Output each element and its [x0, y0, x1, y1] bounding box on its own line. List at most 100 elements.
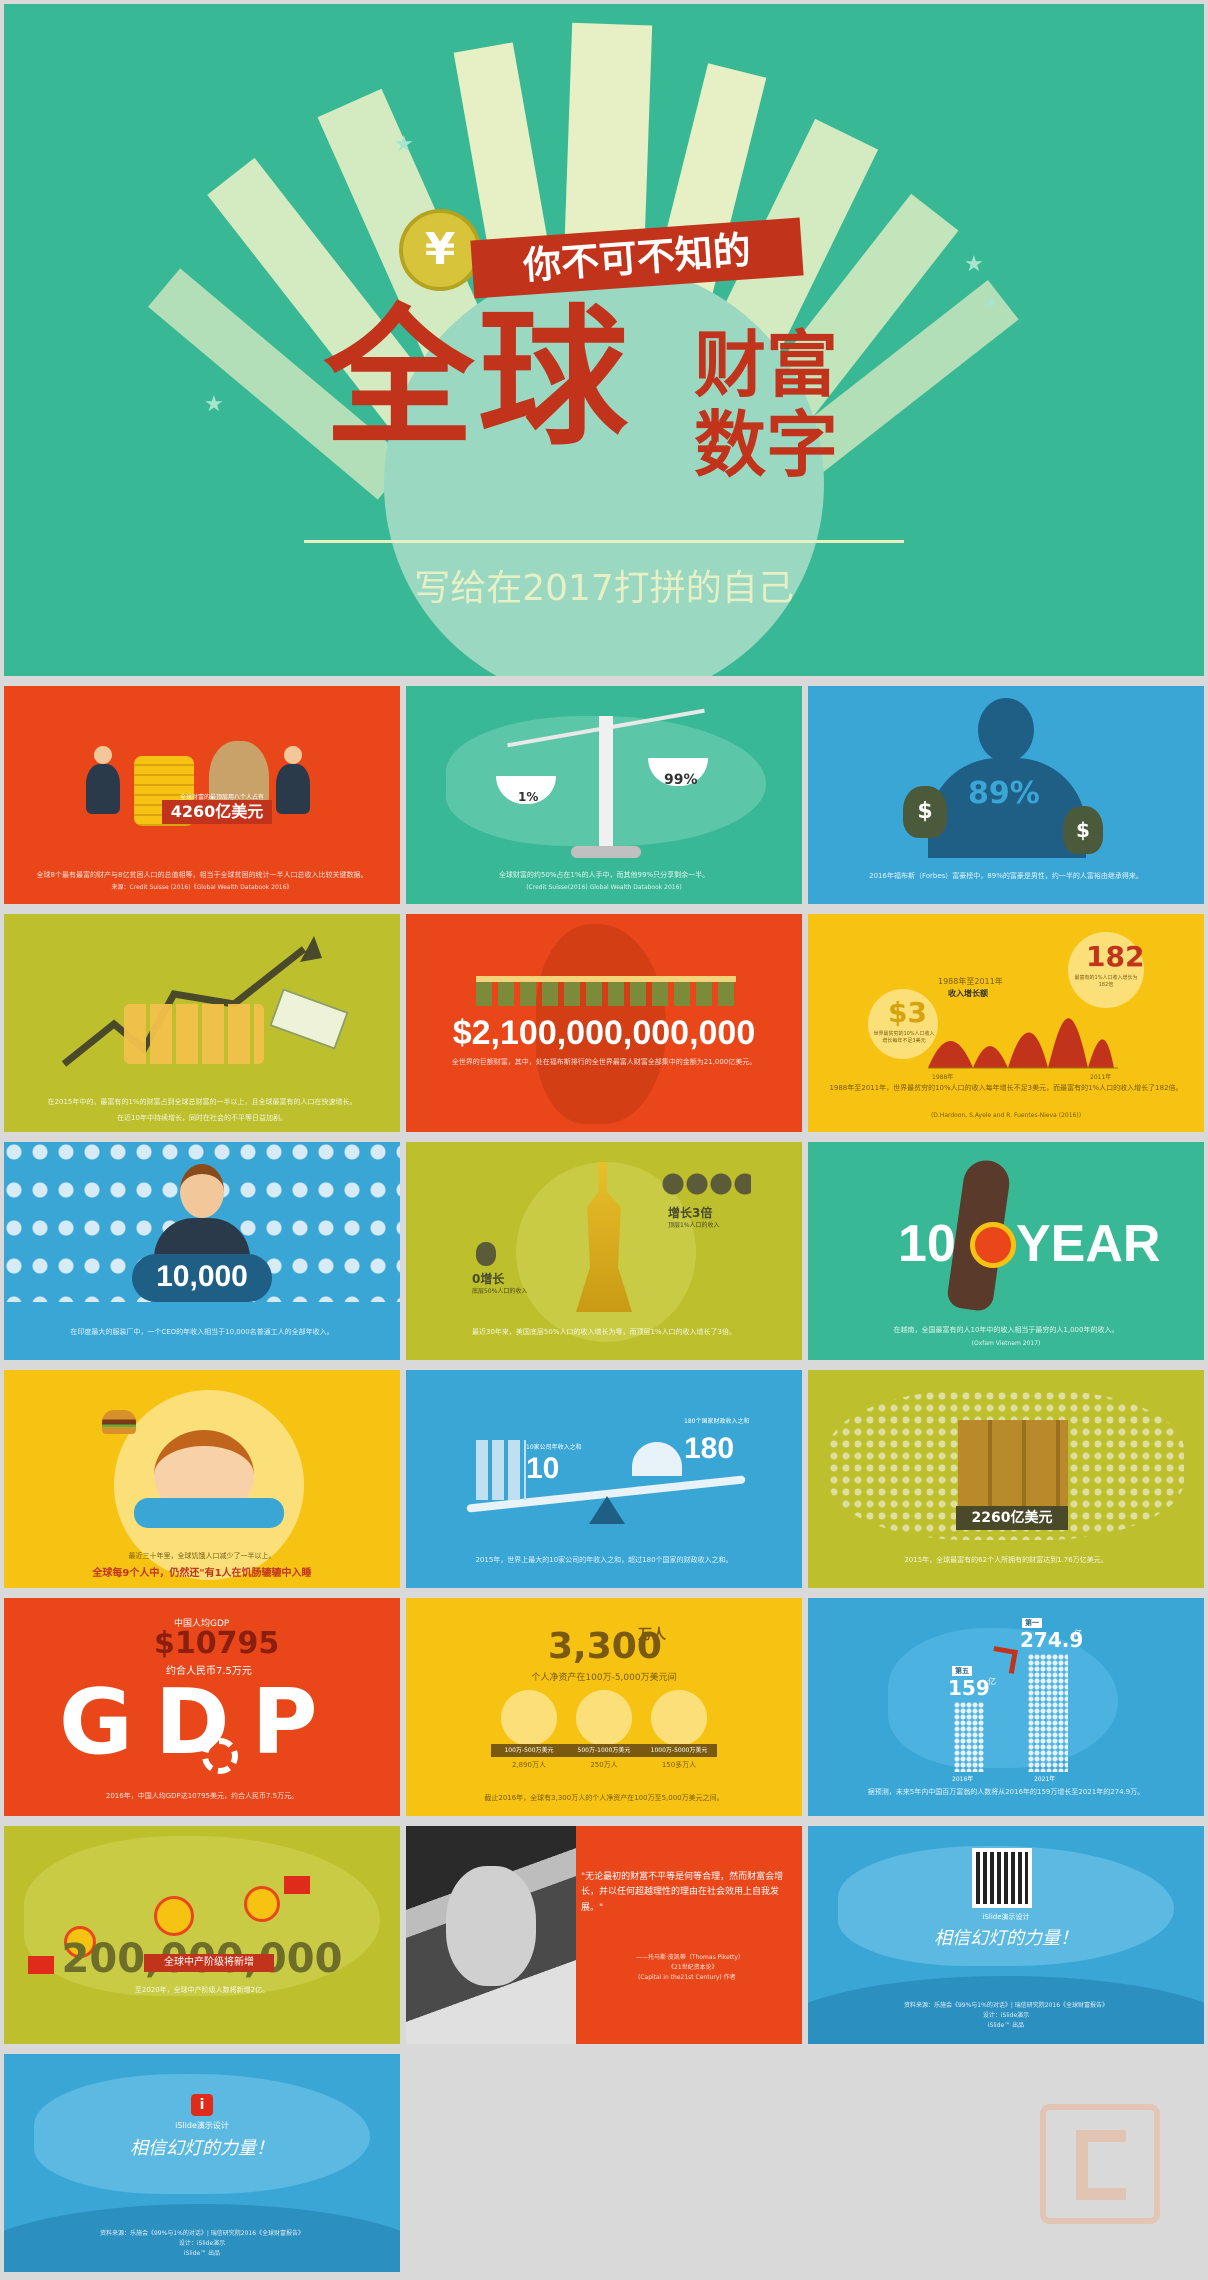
- clock-circle-icon: [970, 1222, 1016, 1268]
- s18-credits: 资料来源：乐施会《99%与1%的对话》| 瑞信研究院2016《全球财富报告》: [903, 2002, 1109, 2009]
- s14-avatar-1: [501, 1690, 557, 1746]
- s15-right-bar: [1028, 1654, 1068, 1772]
- s3-brand: Forbes: [956, 814, 1054, 844]
- slide-thumb-12[interactable]: 2260亿美元 2015年，全球最富有的62个人所拥有的财富达到1.76万亿美元…: [808, 1370, 1204, 1588]
- coin-bag-icon: ¥: [399, 209, 481, 291]
- islide-logo-icon: i: [191, 2094, 213, 2116]
- s15-left-unit: 亿: [988, 1677, 996, 1686]
- s14-amount: 3,300: [548, 1626, 662, 1667]
- s3-caption: 2016年福布斯（Forbes）富豪榜中，89%的富豪是男性，约一半的人富裕由继…: [869, 872, 1143, 880]
- s11-right-note: 180个国家财政收入之和: [684, 1418, 750, 1425]
- money-bag-left-icon: $: [903, 786, 947, 838]
- s6-caption: 1988年至2011年，世界最贫穷的10%人口的收入每年增长不足3美元，而最富有…: [829, 1084, 1183, 1092]
- s17-quote: "无论最初的财富不平等是何等合理，然而财富会增长，并以任何超越理性的理由在社会效…: [581, 1872, 784, 1913]
- s15-right-unit: 亿: [1074, 1629, 1082, 1638]
- red-arrow-icon: [990, 1646, 1018, 1674]
- s19-wave: [4, 2204, 400, 2272]
- s19-design: 设计：iSlide演示: [178, 2240, 226, 2247]
- slide-thumb-1[interactable]: 全球财富的最顶层用八个人占有 4260亿美元 全球8个最有最富的财产与8亿贫困人…: [4, 686, 400, 904]
- s1-caption: 全球8个最有最富的财产与8亿贫困人口的总值相等，相当于全球贫困的统计一半人口总收…: [36, 871, 368, 879]
- s1-amount: 4260亿美元: [162, 800, 272, 824]
- s15-left-tag: 第五: [952, 1666, 972, 1676]
- slide-thumb-9[interactable]: 10 YEAR 在越南，全国最富有的人10年中的收入相当于最穷的人1,000年的…: [808, 1142, 1204, 1360]
- s8-right-note: 顶层1%人口的收入: [668, 1222, 720, 1229]
- s13-label: 中国人均GDP: [174, 1619, 230, 1629]
- slide-thumb-10[interactable]: 最近三十年里，全球饥饿人口减少了一半以上。 全球每9个人中，仍然还"有1人在饥肠…: [4, 1370, 400, 1588]
- s6-hills-chart: [928, 1018, 1118, 1069]
- slide-thumb-5[interactable]: $2,100,000,000,000 全世界的巨额财富，其中，处在福布斯排行的全…: [406, 914, 802, 1132]
- country-map-shape: [536, 924, 666, 1124]
- slide-thumb-3[interactable]: 89% Forbes $ $ 2016年福布斯（Forbes）富豪榜中，89%的…: [808, 686, 1204, 904]
- s13-amount: $10795: [154, 1626, 280, 1661]
- s9-caption: 在越南，全国最富有的人10年中的收入相当于最穷的人1,000年的收入。: [893, 1326, 1119, 1334]
- sleeping-child-arms: [134, 1498, 284, 1528]
- slide-thumb-6[interactable]: 1988年至2011年 收入增长额 $3 世界最贫穷的10%人口收入增长每年不足…: [808, 914, 1204, 1132]
- businessmen-group-right: [264, 746, 324, 816]
- s15-left-year: 2016年: [952, 1776, 974, 1783]
- s1-source: 来源：Credit Suisse (2016)《Global Wealth Da…: [111, 884, 293, 891]
- avatar-circle-3: [64, 1926, 96, 1958]
- slide-thumb-17[interactable]: "无论最初的财富不平等是何等合理，然而财富会增长，并以任何超越理性的理由在社会效…: [406, 1826, 802, 2044]
- cover-title-side-1: 财富: [694, 323, 839, 407]
- s9-big: 10: [898, 1215, 956, 1273]
- s9-big-2: YEAR: [1016, 1215, 1161, 1273]
- s8-left-note: 底层50%人口的收入: [472, 1288, 528, 1295]
- s14-unit: 万人: [638, 1627, 666, 1643]
- slide-thumb-16[interactable]: 200,000,000 全球中产阶级将新增 至2020年，全球中产阶级人数将新增…: [4, 1826, 400, 2044]
- s14-tag-1: 100万-500万美元: [491, 1744, 567, 1757]
- s6-left-circle: [868, 989, 938, 1059]
- s14-value-2: 250万人: [590, 1761, 618, 1769]
- s6-right-circle: [1068, 932, 1144, 1008]
- gear-icon: [202, 1738, 238, 1774]
- slide-thumb-14[interactable]: 3,300 万人 个人净资产在100万-5,000万美元间 100万-500万美…: [406, 1598, 802, 1816]
- slide-thumb-7[interactable]: 10,000 在印度最大的服装厂中，一个CEO的年收入相当于10,000名普通工…: [4, 1142, 400, 1360]
- slide-thumb-8[interactable]: 增长3倍 顶层1%人口的收入 0增长 底层50%人口的收入 最近30年来，美国底…: [406, 1142, 802, 1360]
- s7-amount-badge: [132, 1254, 272, 1302]
- s16-caption: 至2020年，全球中产阶级人数将新增2亿。: [134, 1986, 270, 1994]
- s11-left-num: 10: [526, 1452, 560, 1485]
- s6-right-amount: 182: [1086, 940, 1145, 973]
- hamburger-icon: [102, 1410, 136, 1434]
- s2-left-pct: 1%: [518, 790, 539, 804]
- slide-thumb-13[interactable]: 中国人均GDP $10795 约合人民币7.5万元 GDP 2016年，中国人均…: [4, 1598, 400, 1816]
- slide-thumb-15[interactable]: 第五 159 亿 第一 274.9 亿 2016年 2021年 据预测，未来5年…: [808, 1598, 1204, 1816]
- s18-brand: iSlide演示设计: [982, 1913, 1030, 1921]
- slide-thumb-11[interactable]: 10 10家公司年收入之和 180 180个国家财政收入之和 2015年，世界上…: [406, 1370, 802, 1588]
- s6-left-note: 世界最贫穷的10%人口收入增长每年不足3美元: [873, 1031, 935, 1044]
- s7-amount: 10,000: [156, 1260, 248, 1293]
- s14-tag-2: 500万-1000万美元: [566, 1744, 642, 1757]
- cover-title-big: 全球: [324, 292, 633, 466]
- capitol-icon: [632, 1442, 682, 1476]
- s13-caption: 2016年，中国人均GDP达10795美元，约合人民币7.5万元。: [105, 1792, 299, 1800]
- s8-right-label: 增长3倍: [668, 1206, 713, 1220]
- portrait-face: [446, 1866, 536, 1986]
- s19-slogan: 相信幻灯的力量！: [130, 2138, 274, 2159]
- s6-right-note: 最富有的1%人口收入增长为182倍: [1074, 975, 1138, 988]
- s18-slogan: 相信幻灯的力量！: [934, 1928, 1078, 1949]
- s18-footer: iSlide™ 出品: [987, 2022, 1025, 2029]
- slide-thumb-19[interactable]: i iSlide演示设计 相信幻灯的力量！ 资料来源：乐施会《99%与1%的对话…: [4, 2054, 400, 2272]
- s14-subtitle: 个人净资产在100万-5,000万美元间: [531, 1673, 677, 1683]
- s10-highlight: 全球每9个人中，仍然还"有1人在饥肠辘辘中入睡: [92, 1568, 312, 1579]
- s4-caption-2: 在近10年中持续增长，同时在社会的不平等日益加剧。: [117, 1114, 287, 1122]
- s15-right-year: 2021年: [1034, 1776, 1056, 1783]
- scale-base: [571, 846, 641, 858]
- s17-book-en: (Capital in the21st Century) 作者: [638, 1974, 736, 1981]
- s6-label: 收入增长额: [948, 989, 988, 998]
- slide-thumb-18[interactable]: iSlide演示设计 相信幻灯的力量！ 资料来源：乐施会《99%与1%的对话》|…: [808, 1826, 1204, 2044]
- cover-slide[interactable]: ★ ★ ★ ★ ¥ 你不可不知的 全球 财富 数字 写给在2017打拼的自己: [4, 4, 1204, 676]
- s18-design: 设计：iSlide演示: [982, 2012, 1030, 2019]
- slide-thumb-2[interactable]: 1% 99% 全球财富的约50%占在1%的人手中，而其他99%只分享剩余一半。 …: [406, 686, 802, 904]
- s13-word: GDP: [59, 1670, 340, 1775]
- silhouette-head: [978, 698, 1034, 762]
- star-icon: ★: [394, 132, 414, 157]
- globe-shape: [384, 264, 824, 676]
- s8-left-label: 0增长: [472, 1272, 505, 1286]
- star-icon: ★: [964, 252, 984, 277]
- scale-pole: [599, 716, 613, 851]
- slide-thumb-4[interactable]: 在2015年中的，最富有的1%的财富占到全球总财富的一半以上，且全球最富有的人口…: [4, 914, 400, 1132]
- skyscrapers-icon: [476, 1440, 526, 1500]
- s2-caption: 全球财富的约50%占在1%的人手中，而其他99%只分享剩余一半。: [498, 871, 710, 879]
- star-icon: ★: [204, 392, 224, 417]
- money-bag-right-icon: $: [1063, 806, 1103, 854]
